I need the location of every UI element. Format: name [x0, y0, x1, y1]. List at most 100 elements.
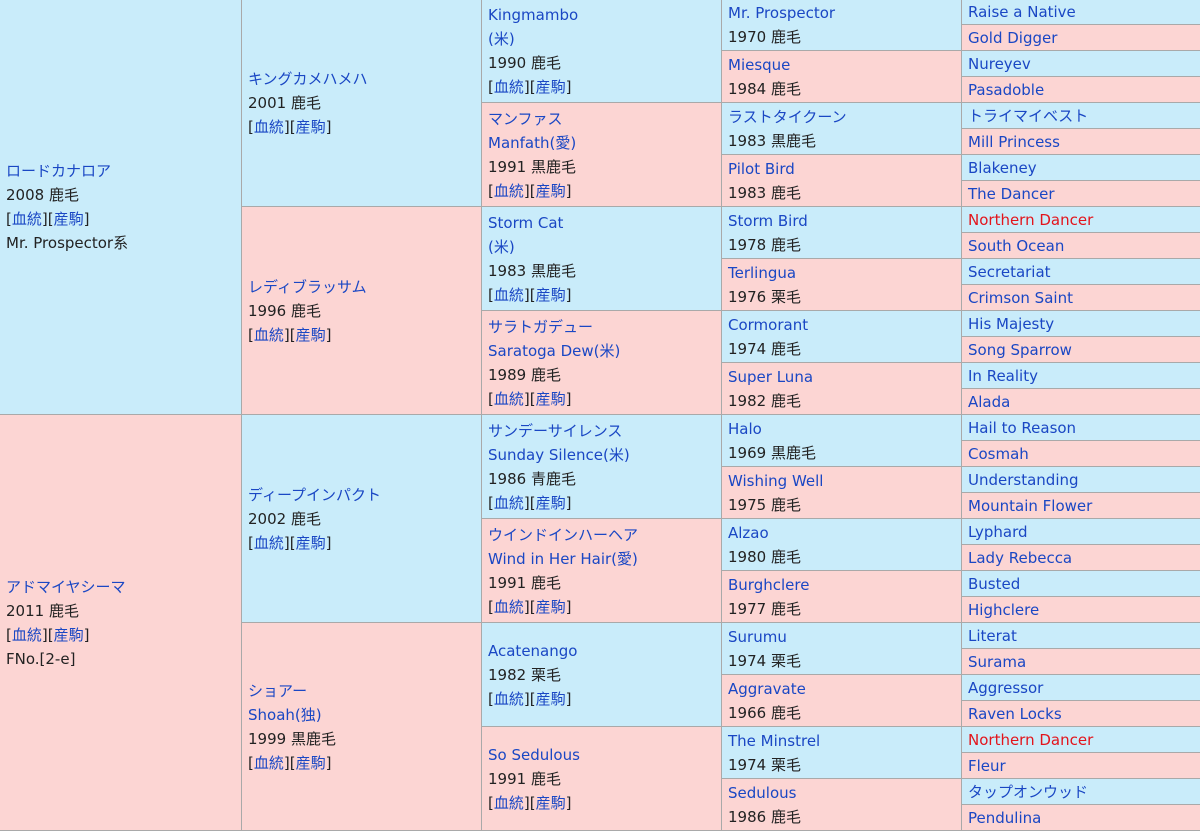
bloodline-link[interactable]: 血統: [253, 533, 284, 552]
gen5-name-link[interactable]: タップオンウッド: [968, 782, 1089, 801]
gen3-name-link[interactable]: サンデーサイレンス: [488, 421, 623, 440]
gen5-name-link[interactable]: Mill Princess: [968, 132, 1060, 151]
bloodline-link[interactable]: 血統: [493, 77, 524, 96]
ds-name-link[interactable]: ディープインパクト: [248, 485, 382, 504]
gen5-cell: Secretariat: [961, 258, 1200, 285]
gen4-cell: Halo 1969 黒鹿毛: [721, 414, 962, 467]
sss-cell: Kingmambo (米) 1990 鹿毛 [血統][産駒]: [481, 0, 722, 103]
gen5-name-link[interactable]: Nureyev: [968, 54, 1031, 73]
gen5-name-link[interactable]: トライマイベスト: [968, 106, 1089, 125]
offspring-link[interactable]: 産駒: [535, 77, 566, 96]
bloodline-link[interactable]: 血統: [11, 625, 42, 644]
bloodline-link[interactable]: 血統: [253, 117, 284, 136]
gen5-name-link[interactable]: Pasadoble: [968, 80, 1045, 99]
gen4-name-link[interactable]: Cormorant: [728, 315, 809, 334]
gen5-name-link[interactable]: Raise a Native: [968, 2, 1076, 21]
gen5-name-link[interactable]: Pendulina: [968, 808, 1042, 827]
offspring-link[interactable]: 産駒: [535, 181, 566, 200]
offspring-link[interactable]: 産駒: [535, 285, 566, 304]
gen5-name-link[interactable]: Highclere: [968, 600, 1040, 619]
gen3-origin: Manfath(愛): [488, 133, 577, 152]
gen5-name-link[interactable]: South Ocean: [968, 236, 1065, 255]
sss-links: [血統][産駒]: [488, 77, 572, 96]
bloodline-link[interactable]: 血統: [493, 689, 524, 708]
bloodline-link[interactable]: 血統: [493, 793, 524, 812]
gen3-name-link[interactable]: Acatenango: [488, 641, 578, 660]
sss-name-link[interactable]: Kingmambo: [488, 5, 579, 24]
ssss-name-link[interactable]: Mr. Prospector: [728, 3, 836, 22]
gen5-name-link[interactable]: Raven Locks: [968, 704, 1062, 723]
gen5-name-link[interactable]: Surama: [968, 652, 1027, 671]
offspring-link[interactable]: 産駒: [535, 597, 566, 616]
bloodline-link[interactable]: 血統: [11, 209, 42, 228]
sd-name-link[interactable]: レディブラッサム: [248, 277, 367, 296]
gen5-name-link[interactable]: Secretariat: [968, 262, 1051, 281]
offspring-link[interactable]: 産駒: [295, 325, 326, 344]
dam-name-link[interactable]: アドマイヤシーマ: [6, 577, 126, 596]
gen4-name-link[interactable]: ラストタイクーン: [728, 107, 847, 126]
gen3-name-link[interactable]: Storm Cat: [488, 213, 564, 232]
gen5-name-link[interactable]: Busted: [968, 574, 1021, 593]
gen4-name-link[interactable]: Storm Bird: [728, 211, 808, 230]
bloodline-link[interactable]: 血統: [493, 597, 524, 616]
gen4-name-link[interactable]: Super Luna: [728, 367, 814, 386]
gen5-name-link[interactable]: Lady Rebecca: [968, 548, 1073, 567]
bloodline-link[interactable]: 血統: [493, 285, 524, 304]
gen5-name-link[interactable]: Lyphard: [968, 522, 1028, 541]
gen5-cell: South Ocean: [961, 232, 1200, 259]
gen4-name-link[interactable]: Aggravate: [728, 679, 806, 698]
gen3-name-link[interactable]: マンファス: [488, 109, 563, 128]
gen5-name-link[interactable]: Gold Digger: [968, 28, 1058, 47]
gen4-info: 1974 栗毛: [728, 651, 801, 670]
gen4-name-link[interactable]: Halo: [728, 419, 762, 438]
gen5-name-link[interactable]: Fleur: [968, 756, 1006, 775]
gen4-name-link[interactable]: Alzao: [728, 523, 769, 542]
gen5-name-link[interactable]: Understanding: [968, 470, 1079, 489]
gen3-name-link[interactable]: So Sedulous: [488, 745, 580, 764]
offspring-link[interactable]: 産駒: [295, 117, 326, 136]
offspring-link[interactable]: 産駒: [535, 793, 566, 812]
gen5-name-link[interactable]: Literat: [968, 626, 1017, 645]
gen4-name-link[interactable]: Miesque: [728, 55, 791, 74]
gen4-name-link[interactable]: Surumu: [728, 627, 787, 646]
gen4-name-link[interactable]: Burghclere: [728, 575, 810, 594]
bloodline-link[interactable]: 血統: [253, 325, 284, 344]
dd-name-link[interactable]: ショアー: [248, 681, 308, 700]
offspring-link[interactable]: 産駒: [295, 753, 326, 772]
sire-name-link[interactable]: ロードカナロア: [6, 161, 112, 180]
gen5-name-link[interactable]: Mountain Flower: [968, 496, 1093, 515]
bloodline-link[interactable]: 血統: [493, 389, 524, 408]
gen5-name-link-highlight[interactable]: Northern Dancer: [968, 210, 1094, 229]
offspring-link[interactable]: 産駒: [535, 493, 566, 512]
gen3-origin: Sunday Silence(米): [488, 445, 630, 464]
gen4-name-link[interactable]: The Minstrel: [728, 731, 821, 750]
gen3-name-link[interactable]: ウインドインハーヘア: [488, 525, 639, 544]
gen4-cell: Surumu 1974 栗毛: [721, 622, 962, 675]
offspring-link[interactable]: 産駒: [535, 689, 566, 708]
gen5-name-link[interactable]: Blakeney: [968, 158, 1037, 177]
gen5-name-link[interactable]: In Reality: [968, 366, 1038, 385]
gen5-name-link[interactable]: Song Sparrow: [968, 340, 1072, 359]
gen4-name-link[interactable]: Sedulous: [728, 783, 797, 802]
offspring-link[interactable]: 産駒: [53, 625, 84, 644]
gen5-name-link[interactable]: Aggressor: [968, 678, 1044, 697]
bloodline-link[interactable]: 血統: [253, 753, 284, 772]
bloodline-link[interactable]: 血統: [493, 181, 524, 200]
offspring-link[interactable]: 産駒: [535, 389, 566, 408]
offspring-link[interactable]: 産駒: [295, 533, 326, 552]
gen4-name-link[interactable]: Pilot Bird: [728, 159, 795, 178]
ss-name-link[interactable]: キングカメハメハ: [248, 69, 368, 88]
gen4-name-link[interactable]: Wishing Well: [728, 471, 824, 490]
bloodline-link[interactable]: 血統: [493, 493, 524, 512]
gen5-name-link[interactable]: Hail to Reason: [968, 418, 1077, 437]
gen5-name-link[interactable]: The Dancer: [968, 184, 1055, 203]
gen5-name-link[interactable]: His Majesty: [968, 314, 1055, 333]
offspring-link[interactable]: 産駒: [53, 209, 84, 228]
gen3-name-link[interactable]: サラトガデュー: [488, 317, 594, 336]
gen5-cell: Lady Rebecca: [961, 544, 1200, 571]
gen5-name-link[interactable]: Cosmah: [968, 444, 1029, 463]
gen5-name-link[interactable]: Crimson Saint: [968, 288, 1073, 307]
gen5-name-link-highlight[interactable]: Northern Dancer: [968, 730, 1094, 749]
gen4-name-link[interactable]: Terlingua: [728, 263, 797, 282]
gen5-name-link[interactable]: Alada: [968, 392, 1011, 411]
